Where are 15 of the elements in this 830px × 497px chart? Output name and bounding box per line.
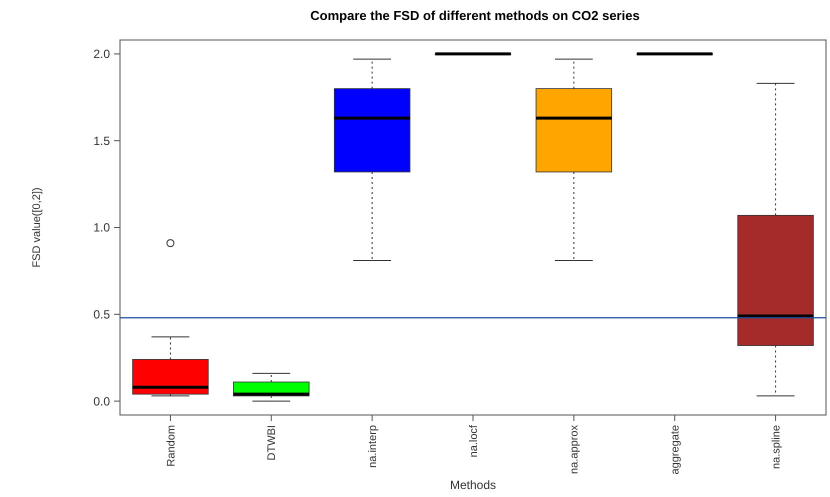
chart-title: Compare the FSD of different methods on CO2 series [310,8,640,23]
x-tick-label: na.spline [770,425,782,470]
y-tick-label: 0.0 [93,394,110,408]
x-tick-label: na.interp [366,425,379,468]
y-tick-label: 2.0 [93,47,110,62]
y-tick-label: 1.0 [93,220,110,235]
x-tick-label: aggregate [670,425,682,475]
x-tick-label: na.locf [468,424,480,458]
x-tick-label: DTWBI [266,425,278,460]
y-tick-label: 1.5 [93,134,110,148]
x-tick-label: na.approx [568,424,581,474]
x-tick-label: Random [165,425,178,467]
x-axis-title: Methods [450,478,496,492]
y-tick-label: 0.5 [93,308,110,322]
y-axis-title: FSD value([0,2]) [31,187,43,268]
